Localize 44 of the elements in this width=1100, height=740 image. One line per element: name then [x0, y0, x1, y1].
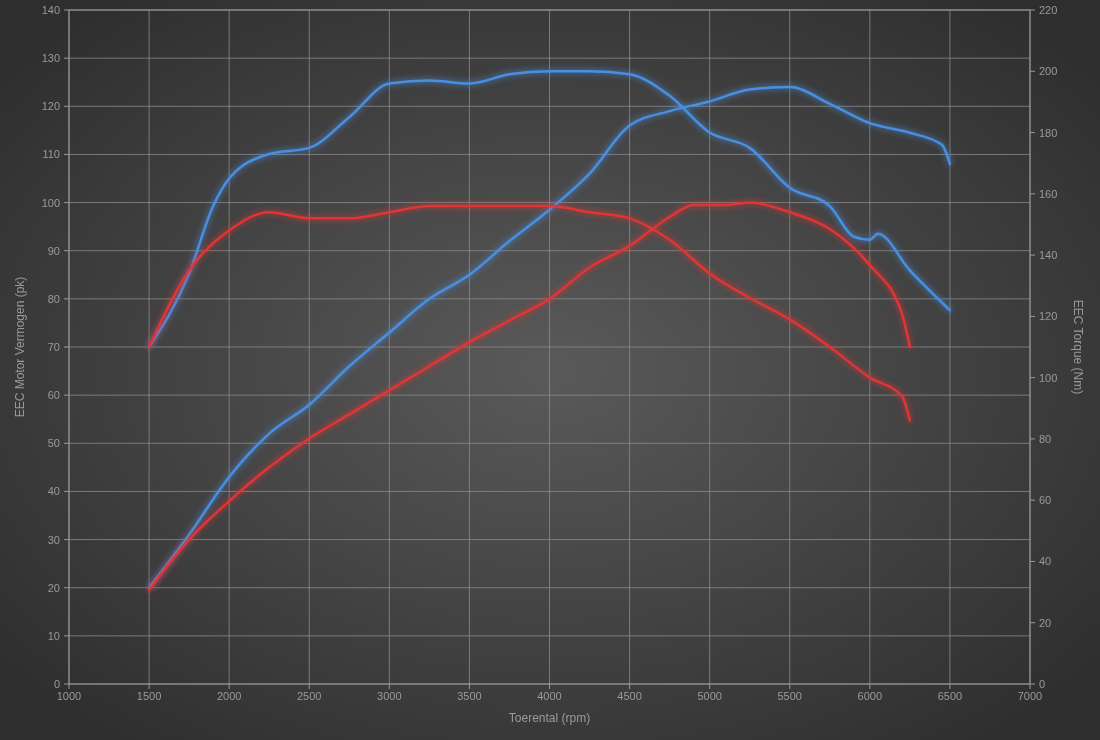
- y-tick-label: 30: [47, 533, 60, 546]
- y2-tick-label: 100: [1039, 371, 1058, 384]
- y-tick-label: 20: [47, 581, 60, 594]
- x-tick-label: 5000: [697, 690, 722, 702]
- y-tick-label: 40: [47, 485, 60, 498]
- y2-tick-label: 160: [1039, 187, 1058, 200]
- y-axis-title: EEC Motor Vermogen (pk): [13, 276, 27, 418]
- y-tick-label: 130: [41, 52, 60, 65]
- y-tick-label: 70: [47, 341, 60, 353]
- y2-tick-label: 220: [1039, 4, 1058, 16]
- y2-tick-label: 200: [1039, 65, 1058, 78]
- x-tick-label: 2500: [297, 690, 322, 702]
- x-tick-label: 2000: [216, 690, 242, 702]
- y-tick-label: 90: [47, 244, 60, 257]
- x-tick-label: 3000: [377, 690, 402, 702]
- y2-tick-label: 20: [1039, 616, 1052, 629]
- x-tick-label: 3500: [457, 690, 482, 702]
- y-tick-label: 120: [41, 100, 60, 113]
- y2-tick-label: 0: [1039, 678, 1046, 690]
- x-axis-title: Toerental (rpm): [508, 711, 591, 725]
- y2-tick-label: 180: [1039, 126, 1058, 139]
- y2-tick-label: 80: [1039, 432, 1052, 445]
- y2-tick-label: 60: [1039, 494, 1052, 507]
- x-tick-label: 1500: [136, 690, 162, 702]
- x-tick-label: 6000: [857, 690, 883, 702]
- y2-tick-label: 120: [1039, 310, 1058, 323]
- y-tick-label: 140: [41, 4, 60, 16]
- y-tick-label: 60: [47, 389, 60, 402]
- y-tick-label: 50: [47, 437, 60, 450]
- y-tick-label: 80: [47, 292, 60, 305]
- x-tick-label: 1000: [56, 690, 82, 702]
- y2-axis-title: EEC Torque (Nm): [1071, 299, 1085, 395]
- y2-tick-label: 140: [1039, 249, 1058, 262]
- x-tick-label: 4500: [617, 690, 642, 702]
- y-tick-label: 0: [53, 678, 60, 690]
- y-tick-label: 10: [47, 629, 60, 642]
- x-tick-label: 6500: [937, 690, 963, 702]
- line-series: [147, 201, 912, 592]
- y-tick-label: 110: [42, 148, 60, 161]
- x-tick-label: 7000: [1017, 690, 1043, 702]
- x-tick-label: 4000: [537, 690, 562, 702]
- y-tick-label: 100: [41, 196, 60, 209]
- x-tick-label: 5500: [777, 690, 802, 702]
- y2-tick-label: 40: [1039, 555, 1052, 568]
